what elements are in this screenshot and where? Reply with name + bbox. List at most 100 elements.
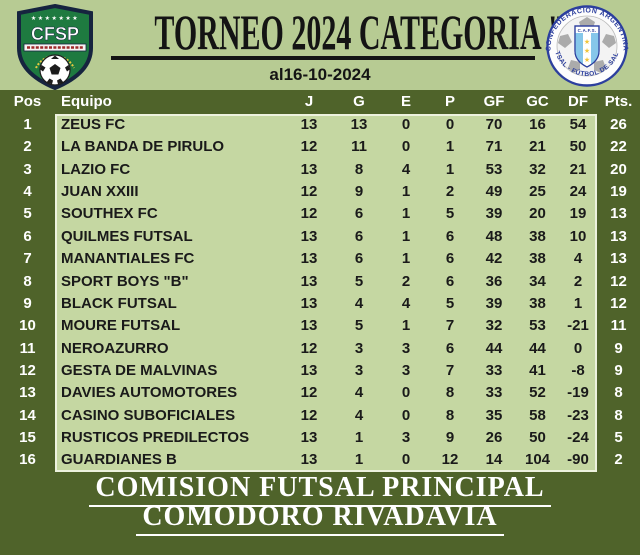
cafs-star-3: ★ xyxy=(584,56,590,64)
col-header-pts: Pts. xyxy=(604,93,633,110)
cell-p: 0 xyxy=(445,116,455,133)
cell-gc: 104 xyxy=(524,451,551,469)
cell-p: 5 xyxy=(445,205,455,223)
cell-g: 5 xyxy=(354,317,364,335)
cell-equipo: SOUTHEX FC xyxy=(61,205,158,223)
col-header-pos: Pos xyxy=(13,93,42,110)
cell-e: 4 xyxy=(401,160,411,178)
cell-pos: 3 xyxy=(23,160,32,178)
cell-gc: 21 xyxy=(529,138,546,156)
cell-j: 13 xyxy=(300,116,318,133)
cell-gf: 33 xyxy=(485,361,503,379)
cell-pts: 20 xyxy=(610,160,627,178)
cell-equipo: JUAN XXIII xyxy=(61,183,139,201)
cell-e: 0 xyxy=(401,116,411,133)
cell-gc: 20 xyxy=(529,205,546,223)
cell-p: 6 xyxy=(445,227,455,245)
cell-g: 1 xyxy=(354,429,364,447)
cell-gc: 32 xyxy=(529,160,546,178)
cell-e: 1 xyxy=(401,250,411,268)
cell-gf: 42 xyxy=(485,250,503,268)
cell-equipo: LAZIO FC xyxy=(61,160,131,178)
cell-pos: 6 xyxy=(23,227,32,245)
cell-p: 8 xyxy=(445,406,455,424)
cell-equipo: DAVIES AUTOMOTORES xyxy=(61,384,238,402)
cell-equipo: LA BANDA DE PIRULO xyxy=(61,138,225,156)
cell-equipo: MOURE FUTSAL xyxy=(61,317,181,335)
cell-pos: 8 xyxy=(23,272,32,290)
col-header-e: E xyxy=(400,93,411,110)
cell-p: 1 xyxy=(445,160,455,178)
cell-pos: 7 xyxy=(23,250,32,268)
cell-pts: 5 xyxy=(614,429,623,447)
table-row: 3 LAZIO FC 13 8 4 1 53 32 21 20 xyxy=(0,159,640,181)
cell-equipo: CASINO SUBOFICIALES xyxy=(61,406,236,424)
cell-g: 3 xyxy=(354,339,364,357)
cell-pos: 5 xyxy=(23,205,32,223)
cell-e: 0 xyxy=(401,451,411,469)
cell-p: 6 xyxy=(445,250,455,268)
title-underline xyxy=(111,56,535,60)
cell-df: -19 xyxy=(567,384,589,402)
cafs-logo: CONFEDERACIÓN ARGENTINA FUTSAL - FÚTBOL … xyxy=(540,0,631,89)
top-banner: ★★★★★★★ CFSP TORNEO 2024 CATEGORIA "A1" xyxy=(0,0,640,91)
table-row: 11 NEROAZURRO 12 3 3 6 44 44 0 9 xyxy=(0,338,640,360)
table-grid: Pos Equipo J G E P GF GC DF Pts. 1 ZEUS … xyxy=(0,90,640,472)
cell-gc: 38 xyxy=(529,250,546,268)
cell-pos: 16 xyxy=(19,451,36,469)
cell-j: 13 xyxy=(300,272,318,290)
cell-gc: 52 xyxy=(529,384,546,402)
cafs-shield-icon: C.A.F.S. ★ ★ ★ xyxy=(574,25,600,68)
col-header-gf: GF xyxy=(483,93,505,110)
cell-j: 12 xyxy=(300,183,318,201)
col-header-equipo: Equipo xyxy=(61,93,112,110)
cell-gf: 14 xyxy=(485,451,503,469)
table-row: 10 MOURE FUTSAL 13 5 1 7 32 53 -21 11 xyxy=(0,315,640,337)
cell-gf: 39 xyxy=(485,205,503,223)
cell-pts: 22 xyxy=(610,138,627,156)
cell-gc: 16 xyxy=(529,116,546,133)
cell-e: 1 xyxy=(401,183,411,201)
table-row: 2 LA BANDA DE PIRULO 12 11 0 1 71 21 50 … xyxy=(0,136,640,158)
cell-df: 4 xyxy=(573,250,583,268)
cell-equipo: QUILMES FUTSAL xyxy=(61,227,193,245)
cell-e: 4 xyxy=(401,294,411,312)
cell-pos: 2 xyxy=(23,138,32,156)
cell-equipo: RUSTICOS PREDILECTOS xyxy=(61,429,250,447)
cell-pts: 8 xyxy=(614,406,623,424)
cell-df: -23 xyxy=(567,406,589,424)
cell-p: 6 xyxy=(445,339,455,357)
cell-j: 13 xyxy=(300,160,318,178)
cell-gc: 50 xyxy=(529,429,546,447)
cell-df: 0 xyxy=(573,339,583,357)
table-row: 15 RUSTICOS PREDILECTOS 13 1 3 9 26 50 -… xyxy=(0,427,640,449)
footer-city: COMODORO RIVADAVIA xyxy=(136,503,504,536)
cell-p: 2 xyxy=(445,183,455,201)
cell-gf: 53 xyxy=(485,160,503,178)
cell-pts: 13 xyxy=(610,250,627,268)
cell-pos: 12 xyxy=(19,361,36,379)
cell-gc: 25 xyxy=(529,183,546,201)
cell-j: 12 xyxy=(300,384,318,402)
col-header-g: G xyxy=(353,93,365,110)
cfsp-logo: ★★★★★★★ CFSP xyxy=(13,3,97,91)
cell-g: 4 xyxy=(354,384,364,402)
cell-e: 3 xyxy=(401,361,411,379)
cell-pts: 19 xyxy=(610,183,627,201)
cell-gc: 41 xyxy=(529,361,546,379)
cell-df: 2 xyxy=(573,272,583,290)
cfsp-abbr: CFSP xyxy=(31,24,79,44)
cell-gf: 71 xyxy=(485,138,503,156)
cell-j: 13 xyxy=(300,429,318,447)
table-row: 1 ZEUS FC 13 13 0 0 70 16 54 26 xyxy=(0,114,640,136)
page-title: TORNEO 2024 CATEGORIA "A1" xyxy=(154,4,618,60)
cell-pts: 2 xyxy=(614,451,623,469)
cell-pos: 1 xyxy=(23,116,32,133)
cell-g: 13 xyxy=(350,116,368,133)
cell-g: 4 xyxy=(354,406,364,424)
cell-j: 13 xyxy=(300,227,318,245)
cell-equipo: GESTA DE MALVINAS xyxy=(61,361,218,379)
cell-gf: 49 xyxy=(485,183,503,201)
cell-gf: 33 xyxy=(485,384,503,402)
cell-gf: 39 xyxy=(485,294,503,312)
